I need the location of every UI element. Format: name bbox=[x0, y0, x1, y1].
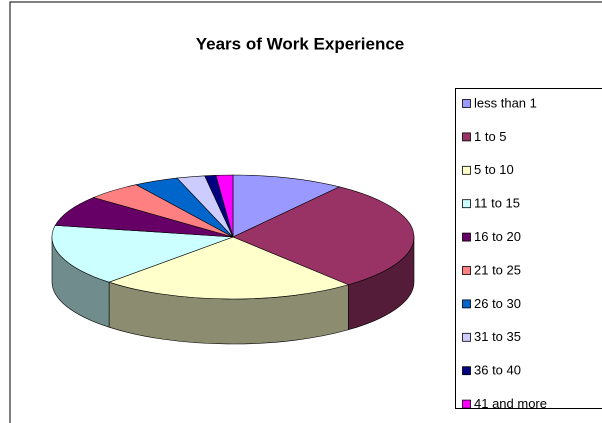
slice bbox=[215, 174, 234, 238]
legend-swatch bbox=[462, 399, 471, 409]
legend-label: 11 to 15 bbox=[474, 196, 520, 211]
slice bbox=[232, 186, 415, 286]
legend-label: 26 to 30 bbox=[474, 296, 521, 311]
legend-swatch bbox=[462, 199, 471, 209]
slice bbox=[232, 174, 341, 238]
chart-title: Years of Work Experience bbox=[196, 34, 405, 53]
legend-swatch bbox=[462, 332, 471, 342]
legend-swatch bbox=[462, 99, 471, 108]
legend-label: 41 and more bbox=[474, 396, 547, 411]
legend-label: 36 to 40 bbox=[474, 363, 521, 378]
legend-label: 1 to 5 bbox=[474, 129, 507, 144]
legend-box bbox=[455, 88, 602, 409]
slice bbox=[51, 225, 234, 283]
legend-label: 31 to 35 bbox=[474, 329, 521, 344]
legend-swatch bbox=[462, 165, 471, 175]
legend-label: 5 to 10 bbox=[474, 162, 514, 177]
legend-swatch bbox=[462, 232, 471, 242]
slice bbox=[54, 197, 234, 238]
legend-swatch bbox=[462, 299, 471, 309]
legend-label: less than 1 bbox=[474, 95, 537, 110]
legend-label: 21 to 25 bbox=[474, 262, 521, 277]
legend-label: 16 to 20 bbox=[474, 229, 521, 244]
legend-swatch bbox=[462, 266, 471, 275]
legend-swatch bbox=[462, 132, 471, 142]
slice bbox=[108, 236, 350, 300]
legend-swatch bbox=[462, 366, 471, 376]
